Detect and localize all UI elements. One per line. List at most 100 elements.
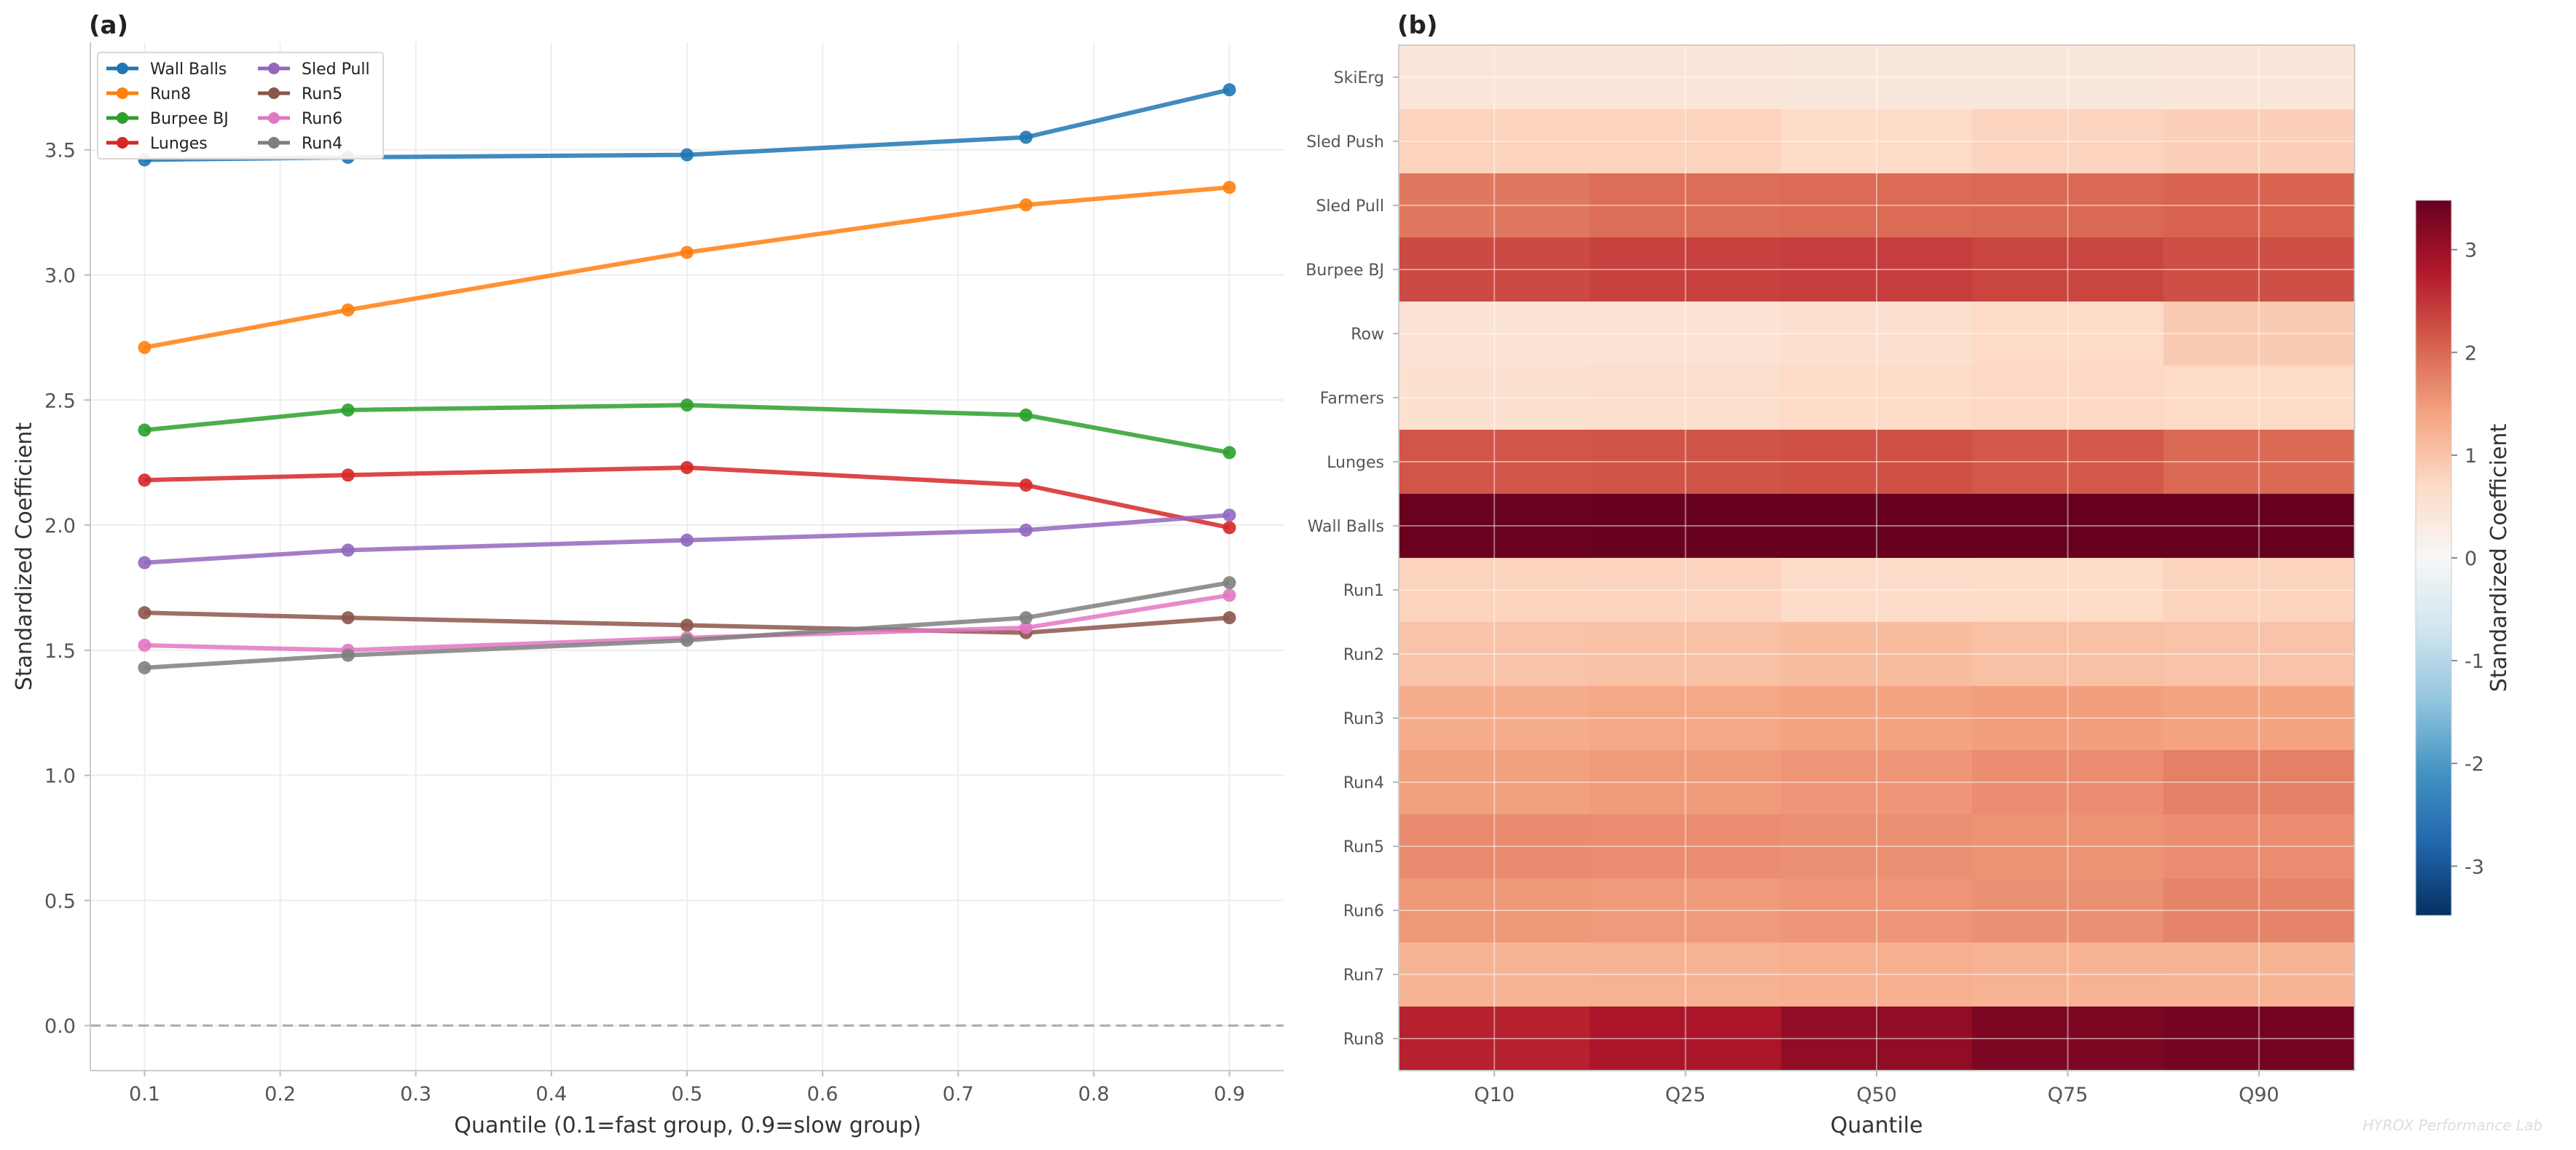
data-point-burpee-bj xyxy=(341,403,355,417)
legend-frame xyxy=(97,52,384,159)
heatmap-cell xyxy=(1780,878,1973,943)
heatmap-cell xyxy=(2163,45,2355,110)
data-point-run8 xyxy=(138,341,152,355)
heatmap-cell xyxy=(1972,814,2164,879)
data-point-sled-pull xyxy=(1222,508,1236,522)
data-point-sled-pull xyxy=(680,533,694,547)
line-chart-panel: (a) 0.1 0.2 0.3 0.4 0.5 0.6 0.7 0.8 0.9 0.0 0.5 1.0… xyxy=(12,11,1284,1138)
data-point-run5 xyxy=(680,618,694,632)
heatmap-cell xyxy=(1972,109,2164,174)
heatmap-cell xyxy=(2163,430,2355,495)
heatmap-cell xyxy=(1399,1007,1590,1071)
legend-swatch-marker xyxy=(117,87,128,99)
x-tick-label: 0.2 xyxy=(264,1083,296,1106)
heatmap-cell xyxy=(1972,302,2164,366)
heatmap-row-label: SkiErg xyxy=(1334,69,1384,87)
data-point-wall-balls xyxy=(680,148,694,162)
heatmap-cell xyxy=(2163,366,2355,430)
heatmap-row-label: Row xyxy=(1351,326,1384,344)
heatmap-row-label: Farmers xyxy=(1320,390,1384,408)
x-tick-label: 0.6 xyxy=(807,1083,839,1106)
heatmap-cell xyxy=(1399,814,1590,879)
data-point-burpee-bj xyxy=(680,398,694,412)
y-tick-label: 0.5 xyxy=(44,890,76,913)
heatmap-cell xyxy=(1590,173,1782,238)
x-tick-label: 0.7 xyxy=(943,1083,974,1106)
data-point-sled-pull xyxy=(138,556,152,570)
legend-item-lunges: Lunges xyxy=(106,135,208,153)
legend-swatch-marker xyxy=(268,112,280,124)
data-point-run5 xyxy=(1222,611,1236,625)
x-tick-label: 0.5 xyxy=(672,1083,703,1106)
x-tick-label: 0.1 xyxy=(129,1083,160,1106)
heatmap-cell xyxy=(1780,942,1973,1007)
x-tick-label: 0.9 xyxy=(1214,1083,1245,1106)
y-tick-label: 2.5 xyxy=(44,390,76,412)
legend-swatch-marker xyxy=(117,63,128,74)
data-point-run5 xyxy=(341,611,355,625)
heatmap-cell xyxy=(1590,878,1782,943)
heatmap-cell xyxy=(1399,942,1590,1007)
heatmap-row-label: Run6 xyxy=(1343,902,1384,921)
heatmap-cell xyxy=(1399,173,1590,238)
x-tick-label: 0.3 xyxy=(400,1083,431,1106)
heatmap-row-label: Sled Pull xyxy=(1316,197,1384,216)
data-point-run4 xyxy=(1222,576,1236,590)
heatmap-row-label: Run4 xyxy=(1343,774,1384,792)
line-chart-gridlines xyxy=(90,42,1284,1071)
y-tick-label: 1.0 xyxy=(44,765,76,788)
heatmap-cell xyxy=(2163,109,2355,174)
watermark: HYROX Performance Lab xyxy=(2363,1116,2542,1134)
heatmap-cell xyxy=(1972,878,2164,943)
data-point-sled-pull xyxy=(1019,523,1033,537)
heatmap-cell xyxy=(1399,45,1590,110)
heatmap-cell xyxy=(2163,237,2355,302)
legend-item-run5: Run5 xyxy=(258,85,342,103)
panel-a-label: (a) xyxy=(89,11,128,40)
heatmap-row-label: Lunges xyxy=(1327,454,1384,472)
legend-label: Run6 xyxy=(302,110,342,128)
heatmap-cell xyxy=(1399,430,1590,495)
heatmap-column-label: Q25 xyxy=(1665,1084,1706,1106)
data-point-sled-pull xyxy=(341,543,355,557)
y-axis-label: Standardized Coefficient xyxy=(12,422,37,691)
line-chart-ticks: 0.1 0.2 0.3 0.4 0.5 0.6 0.7 0.8 0.9 0.0 0.5 1.0 1.5 2… xyxy=(44,140,1245,1106)
data-point-run6 xyxy=(138,638,152,652)
heatmap-gridlines xyxy=(1399,45,2355,1071)
heatmap-cell xyxy=(1972,173,2164,238)
legend-label: Run5 xyxy=(302,85,342,103)
heatmap-cell xyxy=(1399,109,1590,174)
legend-item-run6: Run6 xyxy=(258,110,342,128)
heatmap-column-label: Q50 xyxy=(1856,1084,1897,1106)
heatmap-cell xyxy=(2163,173,2355,238)
heatmap-cell xyxy=(2163,622,2355,687)
heatmap-cell xyxy=(1590,814,1782,879)
heatmap-cell xyxy=(1972,45,2164,110)
heatmap-cell xyxy=(1972,237,2164,302)
series-run8 xyxy=(138,181,1236,355)
heatmap-x-axis-label: Quantile xyxy=(1831,1113,1923,1138)
heatmap-cell xyxy=(1590,558,1782,623)
heatmap-cell xyxy=(1590,366,1782,430)
heatmap-cell xyxy=(2163,558,2355,623)
heatmap-cell xyxy=(1399,366,1590,430)
heatmap-panel: (b) Q10 Q25 Q50 Q75 Q90 SkiErg Sled Push Sled P… xyxy=(1305,11,2512,1138)
data-point-run4 xyxy=(341,648,355,662)
heatmap-cell xyxy=(1399,622,1590,687)
series-lunges xyxy=(138,461,1236,535)
heatmap-cell xyxy=(2163,750,2355,815)
heatmap-tick-labels: Q10 Q25 Q50 Q75 Q90 SkiErg Sled Push Sled Pull B… xyxy=(1305,69,2279,1106)
y-tick-label: 3.5 xyxy=(44,140,76,162)
heatmap-cell xyxy=(1590,237,1782,302)
heatmap-cell xyxy=(1780,366,1973,430)
heatmap-cell xyxy=(1780,686,1973,751)
heatmap-cell xyxy=(1972,366,2164,430)
legend-swatch-marker xyxy=(117,112,128,124)
heatmap-cell xyxy=(2163,942,2355,1007)
data-point-run8 xyxy=(341,303,355,317)
data-point-run5 xyxy=(138,606,152,620)
y-tick-label: 1.5 xyxy=(44,640,76,663)
heatmap-cell xyxy=(1780,814,1973,879)
legend-label: Run4 xyxy=(302,135,342,153)
heatmap-row-label: Run1 xyxy=(1343,582,1384,600)
